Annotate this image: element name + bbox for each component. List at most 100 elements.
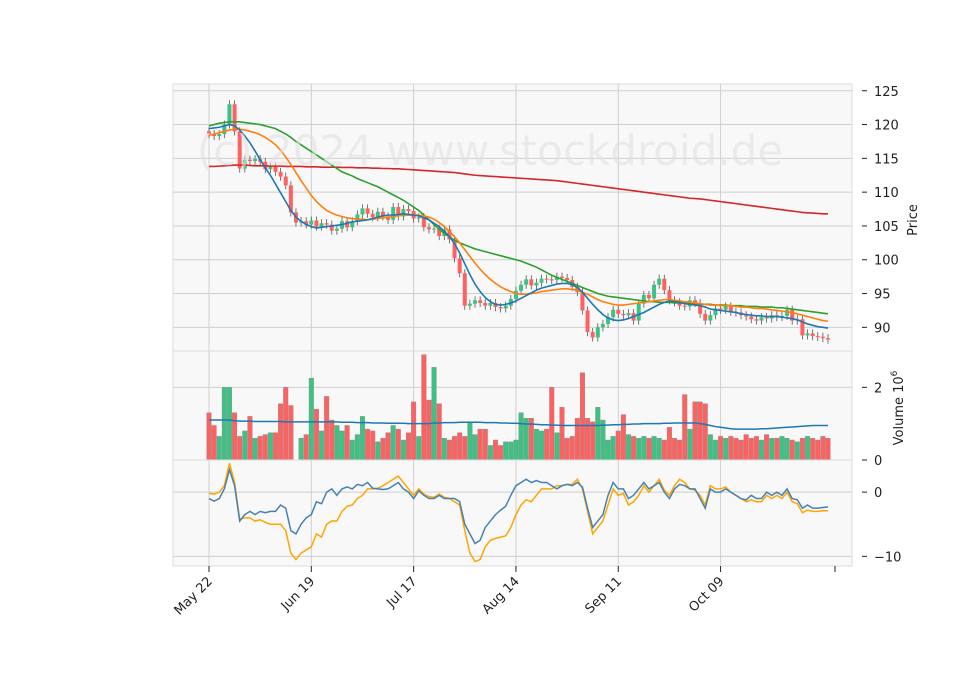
volume-bar: [400, 439, 406, 461]
candle-body: [785, 309, 790, 316]
candle-body: [319, 223, 324, 227]
volume-bar: [492, 439, 498, 461]
volume-bar: [569, 436, 575, 461]
volume-bar: [334, 425, 340, 461]
candle-body: [529, 279, 534, 286]
candle-body: [667, 290, 672, 301]
candle-body: [421, 217, 426, 228]
candle-body: [790, 309, 795, 321]
volume-bar: [625, 434, 631, 461]
candle-body: [692, 300, 697, 304]
price-ytick-label: 95: [874, 288, 891, 303]
price-ytick-label: 115: [874, 152, 899, 167]
volume-bar: [554, 432, 560, 461]
volume-bar: [794, 441, 800, 461]
candle-body: [401, 209, 406, 217]
volume-bar: [273, 432, 279, 461]
volume-bar: [825, 438, 831, 461]
volume-bar: [380, 438, 386, 461]
volume-bar: [815, 439, 821, 461]
candle-body: [268, 166, 273, 170]
volume-bar: [446, 439, 452, 461]
candle-body: [473, 300, 478, 304]
volume-bar: [764, 434, 770, 461]
candle-body: [728, 306, 733, 312]
candle-body: [283, 176, 288, 186]
volume-bar: [666, 427, 672, 461]
candle-body: [718, 308, 723, 310]
volume-bar: [585, 418, 591, 461]
price-ytick-label: 90: [874, 321, 891, 336]
volume-bar: [211, 425, 217, 461]
x-axis: May 22 Jun 19 Jul 17 Aug 14 Sep 11 Oct 09: [172, 566, 836, 618]
volume-bar: [247, 416, 253, 461]
volume-bar: [457, 432, 463, 461]
candle-body: [334, 228, 339, 231]
volume-bar: [636, 438, 642, 461]
sma-orange-line: [208, 128, 829, 323]
candle-body: [565, 277, 570, 281]
candle-body: [498, 307, 503, 309]
price-ytick-label: 105: [874, 220, 899, 235]
volume-bar: [411, 401, 417, 461]
candle-body: [682, 305, 687, 307]
macd-line: [208, 466, 829, 545]
x-tick-label: Sep 11: [583, 574, 626, 617]
price-ytick-label: 120: [874, 119, 899, 134]
candle-body: [329, 224, 334, 231]
candle-body: [590, 332, 595, 338]
volume-bar: [677, 439, 683, 461]
candle-body: [365, 208, 370, 214]
volume-bar: [436, 403, 442, 461]
x-tick-label: Aug 14: [480, 574, 523, 617]
volume-bar: [620, 414, 626, 461]
volume-bar: [539, 430, 545, 461]
volume-bar: [656, 438, 662, 461]
x-tick-label: May 22: [172, 574, 216, 618]
price-ytick-label: 100: [874, 254, 899, 269]
candle-body: [227, 104, 232, 125]
volume-bar: [303, 434, 309, 461]
macd-frame: [172, 459, 853, 567]
candle-body: [416, 217, 421, 219]
x-tick-label: Oct 09: [686, 574, 727, 615]
volume-bar: [308, 378, 314, 461]
volume-bar: [758, 439, 764, 461]
volume-bar: [805, 436, 811, 461]
volume-bar: [462, 436, 468, 461]
volume-bar: [574, 418, 580, 461]
volume-bar: [278, 403, 284, 461]
candle-body: [488, 303, 493, 306]
volume-bar: [544, 428, 550, 461]
volume-bar: [784, 438, 790, 461]
candle-body: [242, 159, 247, 169]
volume-bar: [472, 434, 478, 461]
candle-body: [222, 124, 227, 135]
candle-body: [713, 308, 718, 316]
volume-axis-label-exponent: 6: [890, 370, 900, 376]
volume-bar: [319, 430, 325, 461]
volume-panel: 02: [172, 350, 882, 469]
candle-body: [810, 333, 815, 337]
candle-body: [559, 276, 564, 278]
sma-red-line: [209, 164, 828, 215]
candle-body: [232, 104, 237, 132]
volume-bar: [610, 436, 616, 461]
candle-body: [539, 278, 544, 283]
x-tick-label: Jul 17: [383, 574, 420, 611]
volume-bar: [487, 445, 493, 461]
volume-bar: [753, 436, 759, 461]
volume-bar: [288, 405, 294, 461]
volume-bar: [579, 372, 585, 461]
candle-body: [467, 303, 472, 306]
candle-body: [386, 216, 391, 220]
candle-body: [406, 209, 411, 212]
candle-body: [698, 303, 703, 314]
volume-bar: [441, 438, 447, 461]
volume-bar: [503, 441, 509, 461]
volume-bar: [365, 428, 371, 461]
volume-bar: [733, 438, 739, 461]
candle-body: [207, 131, 211, 135]
volume-bar: [390, 425, 396, 461]
